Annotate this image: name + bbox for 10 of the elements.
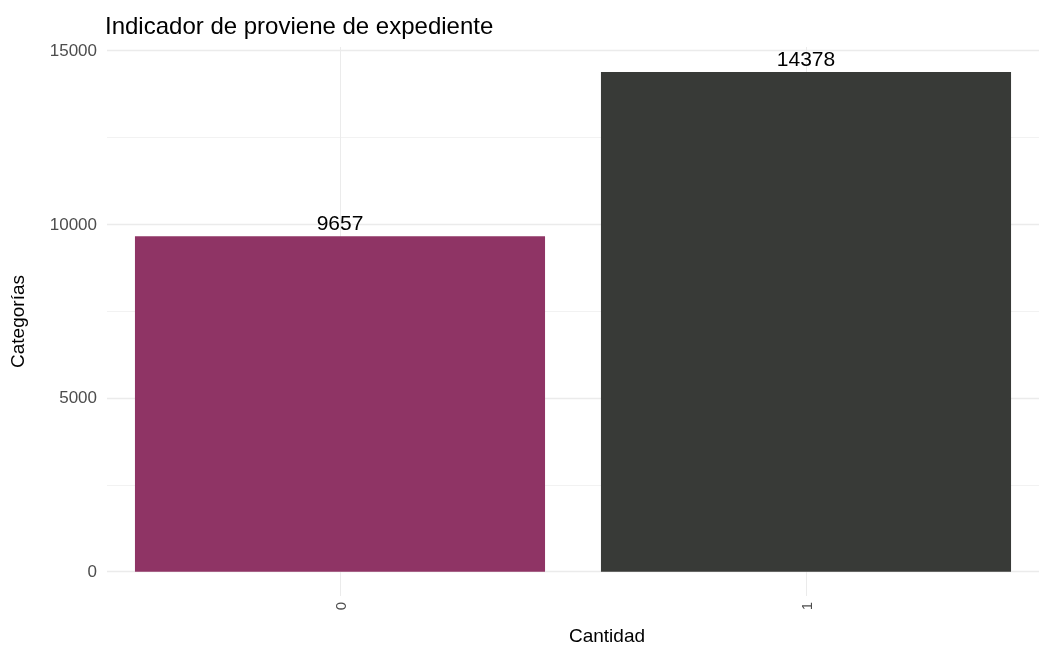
x-tick-label: 1 — [797, 602, 815, 611]
data-label: 14378 — [776, 47, 836, 71]
chart-title: Indicador de proviene de expediente — [105, 11, 494, 39]
y-axis-title: Categorías — [7, 275, 28, 368]
x-axis-title: Cantidad — [568, 625, 646, 646]
y-tick-label: 5000 — [59, 388, 97, 408]
y-tick-label: 0 — [87, 562, 97, 582]
y-tick-label: 15000 — [49, 40, 97, 60]
data-label: 9657 — [316, 211, 364, 235]
y-tick-label: 10000 — [49, 214, 97, 234]
